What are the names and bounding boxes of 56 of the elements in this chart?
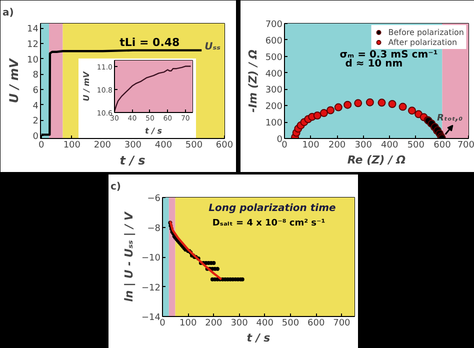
x-tick-label: 500 <box>185 140 203 150</box>
y-tick-label: 500 <box>265 52 283 63</box>
x-tick-label: 400 <box>256 318 274 328</box>
annotation: σₘ = 0.3 mS cm⁻¹ <box>340 49 438 60</box>
x-tick-label: 600 <box>216 140 234 150</box>
y-tick-label: 600 <box>265 36 283 46</box>
x-tick-label: 300 <box>230 318 248 328</box>
y-tick-label: 14 <box>27 24 39 35</box>
x-axis-title: Re (Z) / Ω <box>347 154 406 166</box>
annotation: Uₛₛ <box>204 41 221 52</box>
y-tick-label: −12 <box>142 283 161 294</box>
y-tick-label: 400 <box>265 69 283 80</box>
y-axis-title: -Im (Z) / Ω <box>246 49 260 113</box>
y-tick-label: 12 <box>27 40 38 50</box>
x-tick-label: 500 <box>282 318 300 328</box>
x-tick-label: 100 <box>302 140 320 150</box>
x-tick-label: 600 <box>434 140 452 150</box>
chart-title: a) <box>2 8 14 18</box>
y-tick-label: 300 <box>265 86 283 96</box>
y-tick-label: 10 <box>27 55 39 66</box>
y-tick-label: 700 <box>265 20 283 30</box>
x-axis-title: t / s <box>246 332 271 344</box>
annotation: Long polarization time <box>208 203 336 214</box>
y-tick-label: 8 <box>32 70 39 81</box>
y-tick-label: −8 <box>147 224 161 234</box>
annotation: Dₛₐₗₜ = 4 x 10⁻⁸ cm² s⁻¹ <box>212 218 326 228</box>
x-tick-label: 700 <box>457 140 474 150</box>
y-tick-label: −14 <box>142 313 161 323</box>
y-axis-title: U / mV <box>7 57 22 104</box>
x-tick-label: 100 <box>63 140 81 150</box>
y-tick-label: 2 <box>32 116 39 127</box>
annotation: tLi = 0.48 <box>120 36 180 49</box>
y-tick-label: 4 <box>32 101 39 112</box>
x-tick-label: 400 <box>381 140 399 150</box>
x-tick-label: 600 <box>308 318 325 328</box>
x-axis-title: t / s <box>144 126 162 136</box>
x-tick-label: 300 <box>354 140 372 150</box>
x-tick-label: 200 <box>328 140 346 150</box>
x-tick-label: 400 <box>154 140 172 150</box>
x-axis-title: t / s <box>120 154 146 168</box>
x-tick-label: 200 <box>205 318 223 328</box>
y-tick-label: 200 <box>265 102 283 112</box>
legend-label: Before polarization <box>388 27 464 37</box>
x-tick-label: 100 <box>180 318 197 328</box>
chart-title: c) <box>110 182 121 192</box>
y-tick-label: −6 <box>147 194 161 204</box>
y-axis-title: U / mV <box>82 70 91 102</box>
x-tick-label: 700 <box>333 318 351 328</box>
y-tick-label: 6 <box>32 86 39 96</box>
legend-label: After polarization <box>388 37 458 47</box>
y-tick-label: 0 <box>32 132 39 142</box>
x-tick-label: 500 <box>407 140 425 150</box>
x-tick-label: 300 <box>124 140 142 150</box>
annotation: d ≈ 10 nm <box>345 58 403 70</box>
y-tick-label: −10 <box>142 254 161 264</box>
y-axis-title: ln | U - Uₛₛ | / V <box>122 210 136 302</box>
